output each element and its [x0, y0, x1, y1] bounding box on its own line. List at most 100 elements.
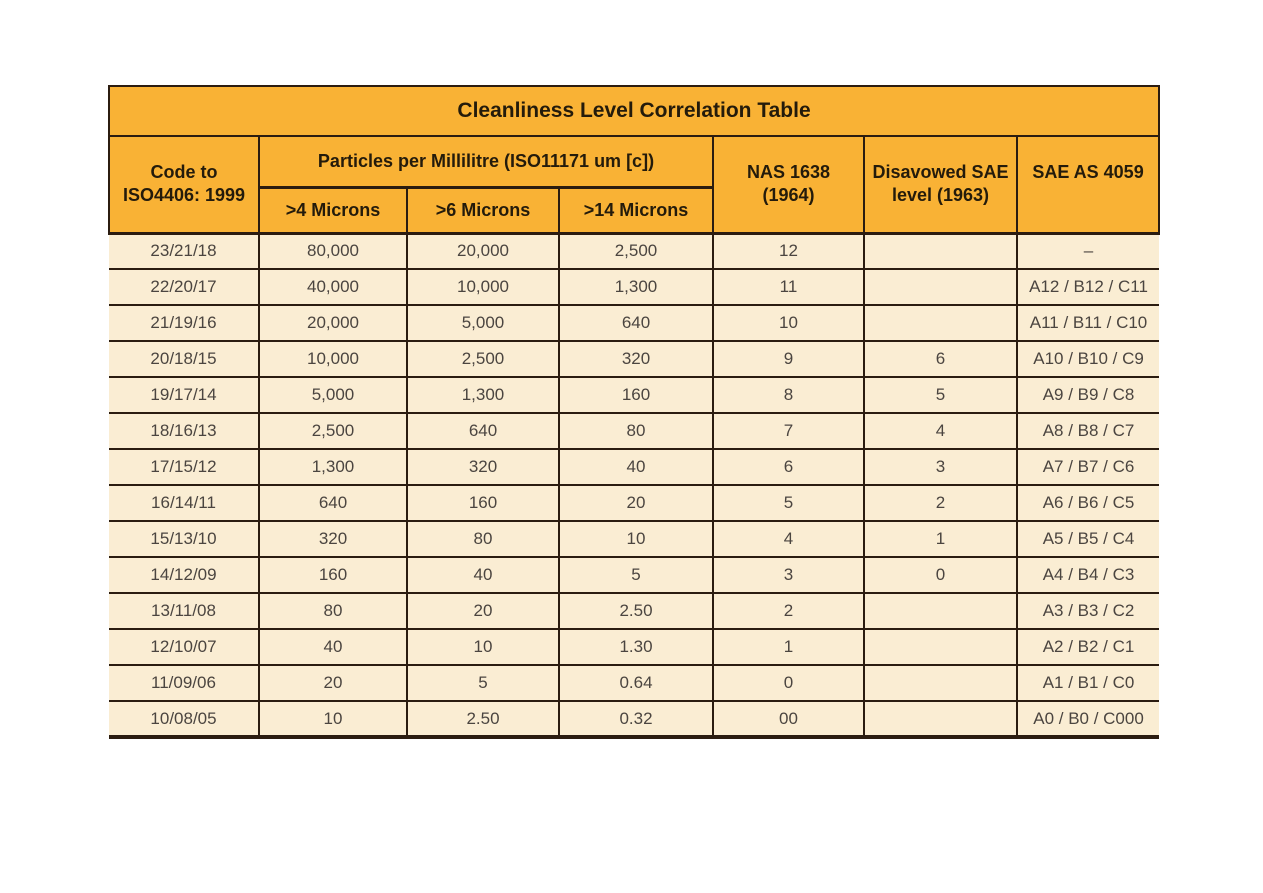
particles-6um-cell: 5,000 [406, 304, 560, 342]
particles-4um-cell: 10,000 [258, 340, 408, 378]
sae-level-cell: 4 [863, 412, 1018, 450]
particles-14um-cell: 5 [558, 556, 714, 594]
header-4-microns: >4 Microns [258, 186, 408, 235]
particles-6um-cell: 40 [406, 556, 560, 594]
header-row-2: >4 Microns >6 Microns >14 Microns [109, 186, 1159, 235]
table-row: 20/18/15 10,000 2,500 320 9 6 A10 / B10 / C9 [109, 340, 1160, 378]
iso-code-cell: 17/15/12 [109, 448, 260, 486]
sae-as-4059-cell: A3 / B3 / C2 [1015, 592, 1160, 630]
sae-as-4059-cell: – [1015, 232, 1160, 270]
iso-code-cell: 15/13/10 [109, 520, 260, 558]
header-iso-code-line1: Code to [150, 162, 218, 183]
particles-6um-cell: 10,000 [406, 268, 560, 306]
iso-code-cell: 16/14/11 [109, 484, 260, 522]
sae-level-cell [863, 700, 1018, 739]
sae-as-4059-cell: A0 / B0 / C000 [1015, 700, 1160, 739]
particles-14um-cell: 80 [558, 412, 714, 450]
particles-14um-cell: 10 [558, 520, 714, 558]
table-row: 15/13/10 320 80 10 4 1 A5 / B5 / C4 [109, 520, 1160, 558]
header-nas-line1: NAS 1638 [746, 162, 831, 183]
particles-14um-cell: 0.64 [558, 664, 714, 702]
header-row-1: Code to ISO4406: 1999 Particles per Mill… [108, 135, 1161, 235]
particles-6um-cell: 10 [406, 628, 560, 666]
particles-14um-cell: 2.50 [558, 592, 714, 630]
nas-1638-cell: 7 [712, 412, 865, 450]
particles-4um-cell: 20 [258, 664, 408, 702]
iso-code-cell: 21/19/16 [109, 304, 260, 342]
header-particles-group: Particles per Millilitre (ISO11171 um [c… [258, 135, 714, 189]
table-row: 19/17/14 5,000 1,300 160 8 5 A9 / B9 / C8 [109, 376, 1160, 414]
sae-as-4059-cell: A1 / B1 / C0 [1015, 664, 1160, 702]
particles-4um-cell: 1,300 [258, 448, 408, 486]
header-14-microns: >14 Microns [558, 186, 714, 235]
particles-6um-cell: 2,500 [406, 340, 560, 378]
nas-1638-cell: 11 [712, 268, 865, 306]
iso-code-cell: 10/08/05 [109, 700, 260, 739]
table-row: 22/20/17 40,000 10,000 1,300 11 A12 / B12 / C… [109, 268, 1160, 306]
table-row: 23/21/18 80,000 20,000 2,500 12 – [109, 232, 1160, 270]
nas-1638-cell: 1 [712, 628, 865, 666]
particles-4um-cell: 320 [258, 520, 408, 558]
particles-6um-cell: 1,300 [406, 376, 560, 414]
sae-level-cell: 3 [863, 448, 1018, 486]
nas-1638-cell: 5 [712, 484, 865, 522]
nas-1638-cell: 9 [712, 340, 865, 378]
sae-as-4059-cell: A4 / B4 / C3 [1015, 556, 1160, 594]
particles-6um-cell: 2.50 [406, 700, 560, 739]
particles-14um-cell: 640 [558, 304, 714, 342]
sae-as-4059-cell: A12 / B12 / C11 [1015, 268, 1160, 306]
header-nas-1638: NAS 1638 (1964) [712, 135, 865, 235]
header-sae-level: Disavowed SAE level (1963) [863, 135, 1018, 235]
particles-6um-cell: 20 [406, 592, 560, 630]
particles-4um-cell: 160 [258, 556, 408, 594]
iso-code-cell: 11/09/06 [109, 664, 260, 702]
iso-code-cell: 19/17/14 [109, 376, 260, 414]
particles-4um-cell: 10 [258, 700, 408, 739]
particles-6um-cell: 160 [406, 484, 560, 522]
particles-4um-cell: 20,000 [258, 304, 408, 342]
table-row: 10/08/05 10 2.50 0.32 00 A0 / B0 / C000 [109, 700, 1160, 739]
sae-level-cell [863, 592, 1018, 630]
nas-1638-cell: 10 [712, 304, 865, 342]
particles-4um-cell: 80 [258, 592, 408, 630]
title-row: Cleanliness Level Correlation Table [107, 85, 1161, 137]
sae-as-4059-cell: A2 / B2 / C1 [1015, 628, 1160, 666]
table-title: Cleanliness Level Correlation Table [107, 85, 1161, 137]
iso-code-cell: 23/21/18 [109, 232, 260, 270]
particles-14um-cell: 40 [558, 448, 714, 486]
particles-4um-cell: 2,500 [258, 412, 408, 450]
table-row: 16/14/11 640 160 20 5 2 A6 / B6 / C5 [109, 484, 1160, 522]
header-sae-level-line2: level (1963) [891, 185, 990, 206]
table-body: 23/21/18 80,000 20,000 2,500 12–22/20/17 40,0… [109, 232, 1160, 739]
sae-as-4059-cell: A9 / B9 / C8 [1015, 376, 1160, 414]
particles-4um-cell: 80,000 [258, 232, 408, 270]
iso-code-cell: 14/12/09 [109, 556, 260, 594]
particles-14um-cell: 160 [558, 376, 714, 414]
particles-4um-cell: 640 [258, 484, 408, 522]
sae-level-cell [863, 304, 1018, 342]
header-sae-as-4059: SAE AS 4059 [1015, 135, 1161, 235]
header-6-microns: >6 Microns [406, 186, 560, 235]
sae-as-4059-cell: A10 / B10 / C9 [1015, 340, 1160, 378]
iso-code-cell: 18/16/13 [109, 412, 260, 450]
table-row: 18/16/13 2,500 640 80 7 4 A8 / B8 / C7 [109, 412, 1160, 450]
table-row: 14/12/09 160 40 5 3 0 A4 / B4 / C3 [109, 556, 1160, 594]
table-row: 21/19/16 20,000 5,000 640 10 A11 / B11 / C10 [109, 304, 1160, 342]
table-row: 17/15/12 1,300 320 40 6 3 A7 / B7 / C6 [109, 448, 1160, 486]
table-header: Cleanliness Level Correlation Table Code… [107, 85, 1161, 235]
sae-level-cell [863, 628, 1018, 666]
sae-level-cell [863, 232, 1018, 270]
iso-code-cell: 13/11/08 [109, 592, 260, 630]
particles-14um-cell: 1.30 [558, 628, 714, 666]
particles-14um-cell: 320 [558, 340, 714, 378]
iso-code-cell: 12/10/07 [109, 628, 260, 666]
cleanliness-correlation-table: Cleanliness Level Correlation Table Code… [107, 85, 1161, 739]
table-row: 12/10/07 40 10 1.30 1 A2 / B2 / C1 [109, 628, 1160, 666]
header-sae-level-line1: Disavowed SAE [872, 162, 1009, 183]
sae-level-cell: 2 [863, 484, 1018, 522]
sae-as-4059-cell: A7 / B7 / C6 [1015, 448, 1160, 486]
particles-6um-cell: 80 [406, 520, 560, 558]
nas-1638-cell: 00 [712, 700, 865, 739]
sae-level-cell: 1 [863, 520, 1018, 558]
sae-level-cell: 5 [863, 376, 1018, 414]
